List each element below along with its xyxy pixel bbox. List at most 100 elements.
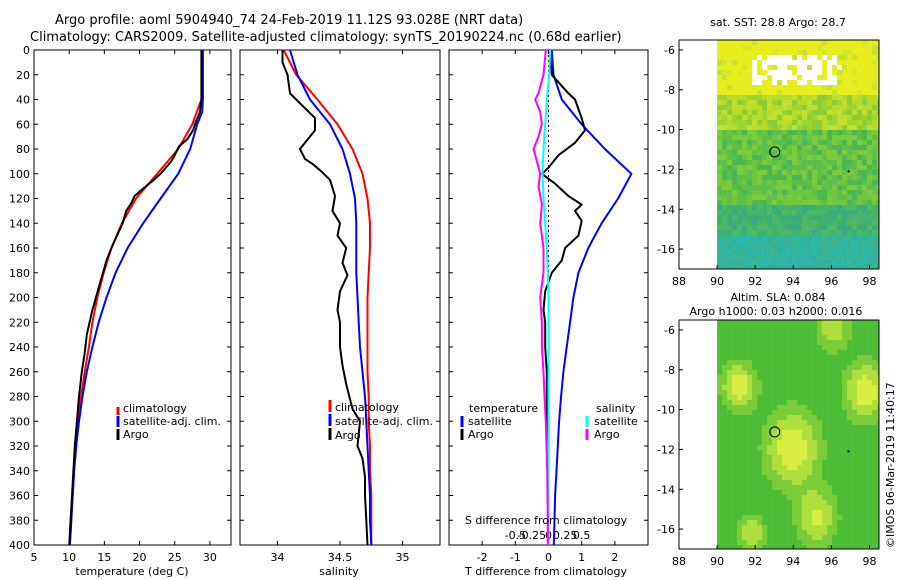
map-cell xyxy=(727,40,733,46)
map-cell xyxy=(762,95,768,101)
map-cell xyxy=(872,205,878,211)
map-cell xyxy=(757,505,763,511)
map-cell xyxy=(777,355,783,361)
x-tick-label: -2 xyxy=(477,551,488,564)
map-cell xyxy=(807,335,813,341)
map-cell xyxy=(772,515,778,521)
map-cell xyxy=(742,115,748,121)
map-cell xyxy=(767,465,773,471)
map-cell xyxy=(862,150,868,156)
map-cell xyxy=(837,85,843,91)
series-s-satellite xyxy=(541,49,552,545)
map-cell xyxy=(777,45,783,51)
map-cell xyxy=(772,535,778,541)
map-cell xyxy=(727,460,733,466)
map-cell xyxy=(802,380,808,386)
map-cell xyxy=(727,345,733,351)
map-cell xyxy=(872,115,878,121)
map-cell xyxy=(777,80,783,86)
map-cell xyxy=(837,440,843,446)
y-tick-label: -12 xyxy=(657,163,675,176)
map-cell xyxy=(767,405,773,411)
map-cell xyxy=(877,155,880,161)
map-cell xyxy=(727,260,733,266)
map-cell xyxy=(857,345,863,351)
map-cell xyxy=(867,375,873,381)
map-cell xyxy=(752,95,758,101)
map-cell xyxy=(732,395,738,401)
map-cell xyxy=(812,460,818,466)
map-cell xyxy=(872,210,878,216)
map-cell xyxy=(737,75,743,81)
map-cell xyxy=(852,450,858,456)
map-cell xyxy=(822,200,828,206)
map-cell xyxy=(797,170,803,176)
map-cell xyxy=(742,180,748,186)
map-cell xyxy=(742,220,748,226)
map-cell xyxy=(732,530,738,536)
map-cell xyxy=(737,105,743,111)
map-cell xyxy=(752,405,758,411)
map-cell xyxy=(777,490,783,496)
map-cell xyxy=(762,150,768,156)
map-cell xyxy=(867,210,873,216)
map-cell xyxy=(832,50,838,56)
map-cell xyxy=(812,60,818,66)
map-cell xyxy=(727,170,733,176)
map-cell xyxy=(767,75,773,81)
map-cell xyxy=(757,235,763,241)
map-cell xyxy=(767,80,773,86)
map-cell xyxy=(857,65,863,71)
map-cell xyxy=(867,500,873,506)
map-cell xyxy=(832,520,838,526)
map-cell xyxy=(797,465,803,471)
map-cell xyxy=(772,350,778,356)
map-cell xyxy=(857,520,863,526)
map-cell xyxy=(737,325,743,331)
map-cell xyxy=(862,325,868,331)
map-cell xyxy=(782,390,788,396)
map-cell xyxy=(752,380,758,386)
map-cell xyxy=(797,250,803,256)
map-cell xyxy=(752,450,758,456)
map-cell xyxy=(802,160,808,166)
legend-label-argo: Argo xyxy=(123,428,149,441)
map-cell xyxy=(857,255,863,261)
map-cell xyxy=(867,540,873,546)
map-cell xyxy=(872,265,878,270)
map-cell xyxy=(767,325,773,331)
map-cell xyxy=(812,45,818,51)
map-cell xyxy=(777,350,783,356)
map-cell xyxy=(792,410,798,416)
map-cell xyxy=(722,60,728,66)
map-cell xyxy=(757,500,763,506)
map-cell xyxy=(807,190,813,196)
map-cell xyxy=(737,510,743,516)
map-cell xyxy=(732,115,738,121)
map-cell xyxy=(747,545,753,550)
map-cell xyxy=(847,50,853,56)
map-cell xyxy=(727,455,733,461)
map-cell xyxy=(827,355,833,361)
map-cell xyxy=(752,160,758,166)
map-cell xyxy=(722,55,728,61)
map-cell xyxy=(792,450,798,456)
map-cell xyxy=(727,490,733,496)
map-cell xyxy=(722,515,728,521)
map-cell xyxy=(827,460,833,466)
map-cell xyxy=(757,405,763,411)
map-cell xyxy=(832,475,838,481)
map-cell xyxy=(807,55,813,61)
map-cell xyxy=(782,410,788,416)
map-cell xyxy=(757,360,763,366)
map-cell xyxy=(822,45,828,51)
map-cell xyxy=(772,475,778,481)
map-cell xyxy=(862,145,868,151)
map-cell xyxy=(762,415,768,421)
map-cell xyxy=(877,175,880,181)
map-cell xyxy=(852,485,858,491)
map-cell xyxy=(772,120,778,126)
map-cell xyxy=(872,225,878,231)
map-cell xyxy=(717,480,723,486)
map-cell xyxy=(762,205,768,211)
